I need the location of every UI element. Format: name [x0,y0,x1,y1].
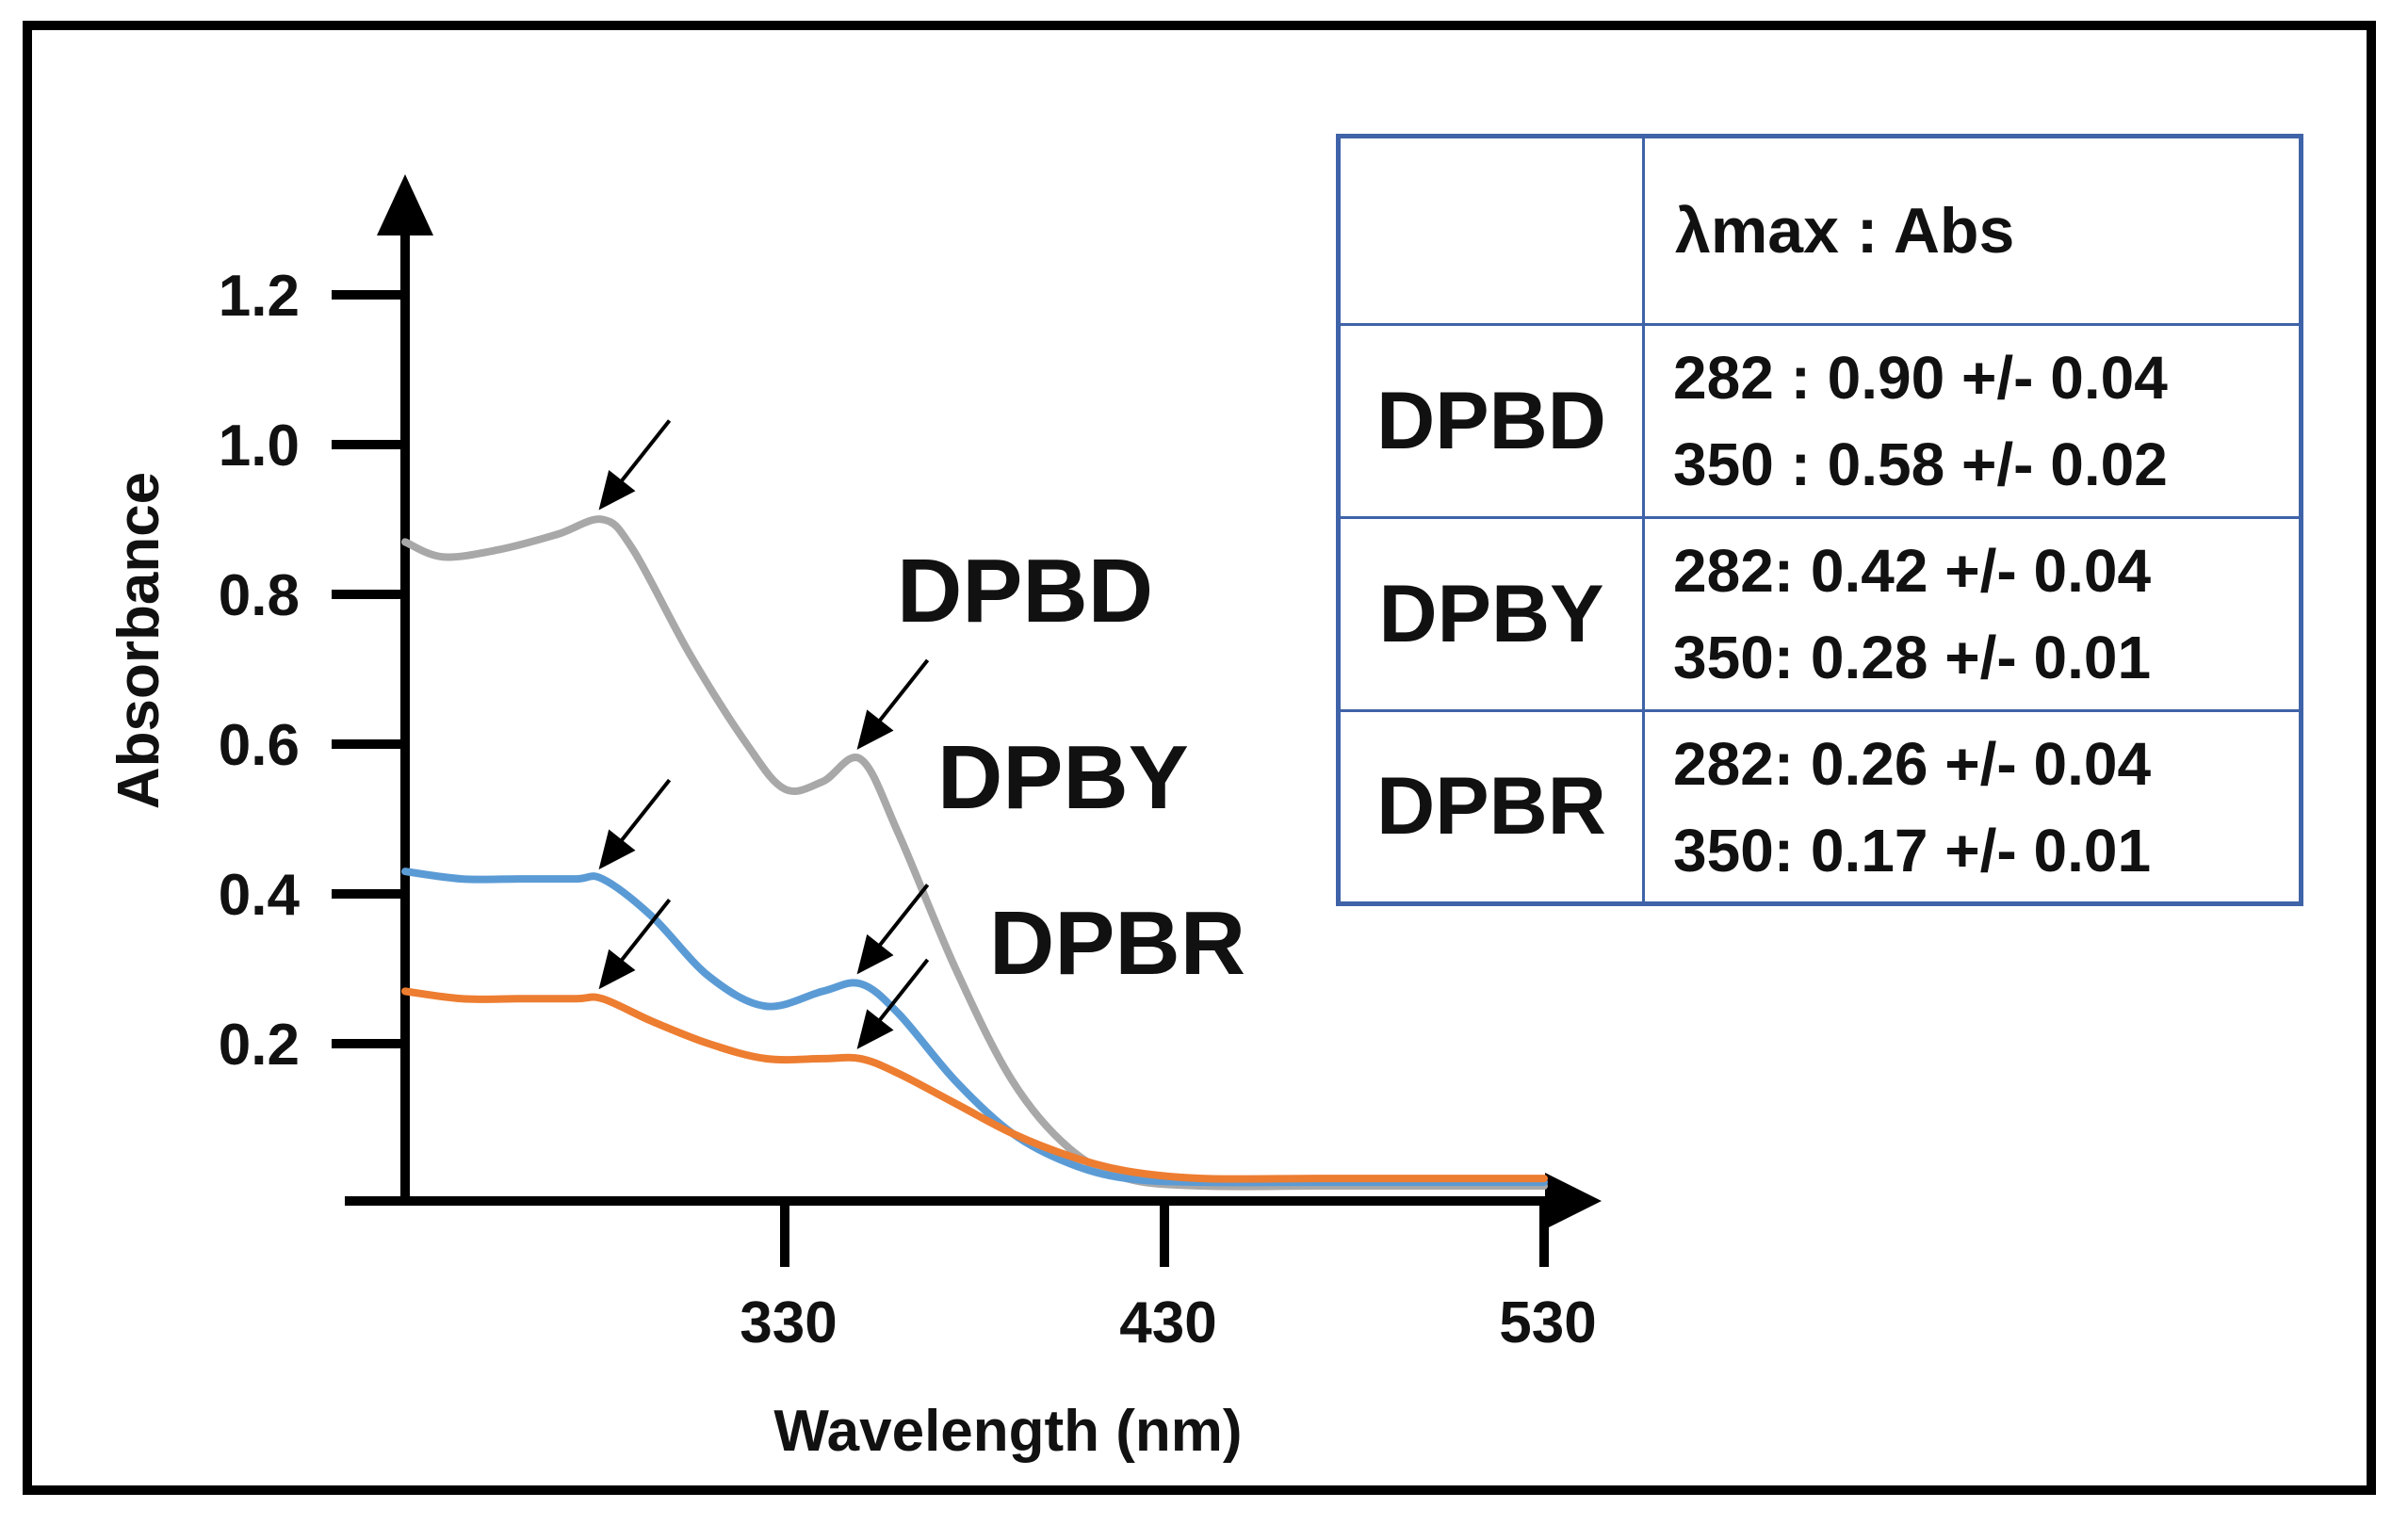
y-tick-label: 0.2 [219,1013,300,1078]
y-axis-arrowhead [377,174,433,235]
annotation-arrow-head [598,949,636,990]
series-label-dpbr: DPBR [989,893,1245,994]
annotation-arrow-head [856,709,894,750]
x-tick-label: 530 [1499,1290,1596,1355]
table-row: DPBY 282: 0.42 +/- 0.04 350: 0.28 +/- 0.… [1337,516,2302,712]
table-row: DPBD 282 : 0.90 +/- 0.04 350 : 0.58 +/- … [1337,323,2302,519]
axes: 0.2 0.4 0.6 0.8 1.0 1.2 330 430 530 [219,174,1602,1355]
series-line-dpbd [401,515,1548,1191]
table-row-name: DPBR [1337,709,1645,905]
x-tick-label: 330 [740,1290,837,1355]
table-header-label: λmax : Abs [1642,135,2302,326]
series-label-dpby: DPBY [937,727,1189,828]
y-tick-label: 1.2 [219,264,300,329]
annotation-arrow-head [856,933,894,975]
table-row-name: DPBD [1337,323,1645,519]
table-row-value-350: 350: 0.28 +/- 0.01 [1673,624,2152,691]
annotation-arrow-head [598,469,636,511]
table-row-name: DPBY [1337,516,1645,712]
table-row-values: 282: 0.26 +/- 0.04 350: 0.17 +/- 0.01 [1642,709,2302,905]
annotation-arrow-head [598,829,636,870]
series-layer [401,515,1548,1191]
figure-frame [23,21,2376,1495]
series-line-dpby [401,868,1548,1187]
table-row-values: 282 : 0.90 +/- 0.04 350 : 0.58 +/- 0.02 [1642,323,2302,519]
table-row-value-350: 350 : 0.58 +/- 0.02 [1673,430,2168,498]
lambda-max-table: λmax : Abs DPBD 282 : 0.90 +/- 0.04 350 … [1336,134,2303,906]
text-layer: Absorbance Wavelength (nm) DPBD DPBY DPB… [106,472,1245,1464]
table-row-value-282: 282: 0.26 +/- 0.04 [1673,729,2152,798]
y-tick-label: 0.6 [219,713,300,778]
y-tick-label: 0.4 [219,863,301,928]
table-header-empty [1337,135,1645,326]
table-header-row: λmax : Abs [1337,135,2302,326]
x-axis-arrowhead [1545,1173,1602,1229]
table-row-value-282: 282 : 0.90 +/- 0.04 [1673,344,2168,412]
table-row: DPBR 282: 0.26 +/- 0.04 350: 0.17 +/- 0.… [1337,709,2302,905]
table-row-value-350: 350: 0.17 +/- 0.01 [1673,816,2152,884]
x-tick-label: 430 [1119,1290,1216,1355]
arrow-layer [598,419,930,1049]
x-axis-label: Wavelength (nm) [773,1399,1242,1464]
y-tick-label: 0.8 [219,563,300,628]
series-line-dpbr [401,987,1548,1183]
y-tick-label: 1.0 [219,414,300,479]
series-label-dpbd: DPBD [897,541,1153,641]
y-axis-label: Absorbance [106,472,171,809]
table-row-values: 282: 0.42 +/- 0.04 350: 0.28 +/- 0.01 [1642,516,2302,712]
table-row-value-282: 282: 0.42 +/- 0.04 [1673,537,2152,605]
annotation-arrow-head [856,1009,894,1049]
